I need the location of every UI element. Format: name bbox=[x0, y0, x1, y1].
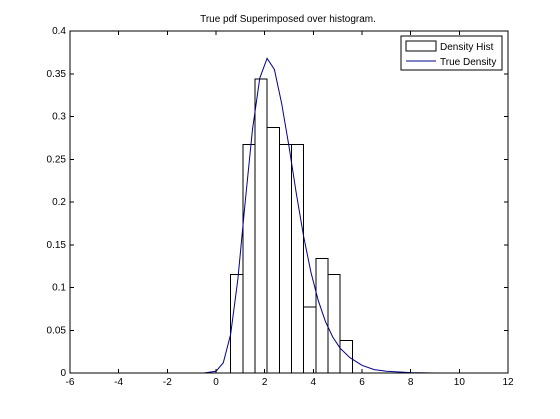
y-axis-ticks: 0 0.05 0.1 0.15 0.2 0.25 0.3 0.35 0.4 bbox=[47, 26, 508, 379]
hist-bar-6 bbox=[303, 306, 317, 374]
y-tick-label-1: 0.05 bbox=[47, 325, 67, 336]
y-tick-label-8: 0.4 bbox=[52, 26, 66, 37]
hist-bar-8 bbox=[327, 274, 341, 374]
legend-label-histogram: Density Hist bbox=[440, 42, 494, 53]
y-tick-label-4: 0.2 bbox=[52, 197, 66, 208]
x-tick-label-6: 6 bbox=[359, 377, 365, 388]
x-tick-label-5: 4 bbox=[311, 377, 317, 388]
histogram-bars bbox=[230, 78, 353, 374]
density-curve-layer bbox=[172, 57, 508, 374]
y-tick-label-7: 0.35 bbox=[47, 69, 67, 80]
hist-bar-3 bbox=[266, 127, 280, 374]
x-tick-label-3: 0 bbox=[213, 377, 219, 388]
hist-bar-9 bbox=[339, 340, 353, 374]
legend-swatch-histogram bbox=[405, 40, 437, 52]
y-tick-label-5: 0.25 bbox=[47, 154, 67, 165]
y-tick-label-6: 0.3 bbox=[52, 112, 66, 123]
hist-bar-7 bbox=[315, 257, 329, 374]
hist-bar-5 bbox=[290, 144, 305, 374]
y-tick-label-2: 0.1 bbox=[52, 283, 66, 294]
hist-bar-2 bbox=[254, 78, 268, 374]
x-axis-ticks: -6 -4 -2 0 2 4 6 8 10 12 bbox=[66, 31, 514, 388]
legend-label-curve: True Density bbox=[440, 57, 496, 68]
x-tick-label-9: 12 bbox=[502, 377, 514, 388]
hist-bar-1 bbox=[242, 144, 256, 374]
x-tick-label-7: 8 bbox=[408, 377, 414, 388]
hist-bar-4 bbox=[278, 144, 292, 374]
x-tick-label-2: -2 bbox=[163, 377, 172, 388]
x-tick-label-1: -4 bbox=[114, 377, 123, 388]
y-tick-label-0: 0 bbox=[60, 368, 66, 379]
x-tick-label-8: 10 bbox=[454, 377, 466, 388]
legend: Density Hist True Density bbox=[400, 35, 503, 71]
chart-title: True pdf Superimposed over histogram. bbox=[200, 14, 376, 25]
x-tick-label-0: -6 bbox=[66, 377, 75, 388]
x-tick-label-4: 2 bbox=[262, 377, 268, 388]
y-tick-label-3: 0.15 bbox=[47, 240, 67, 251]
true-density-curve bbox=[172, 57, 508, 374]
